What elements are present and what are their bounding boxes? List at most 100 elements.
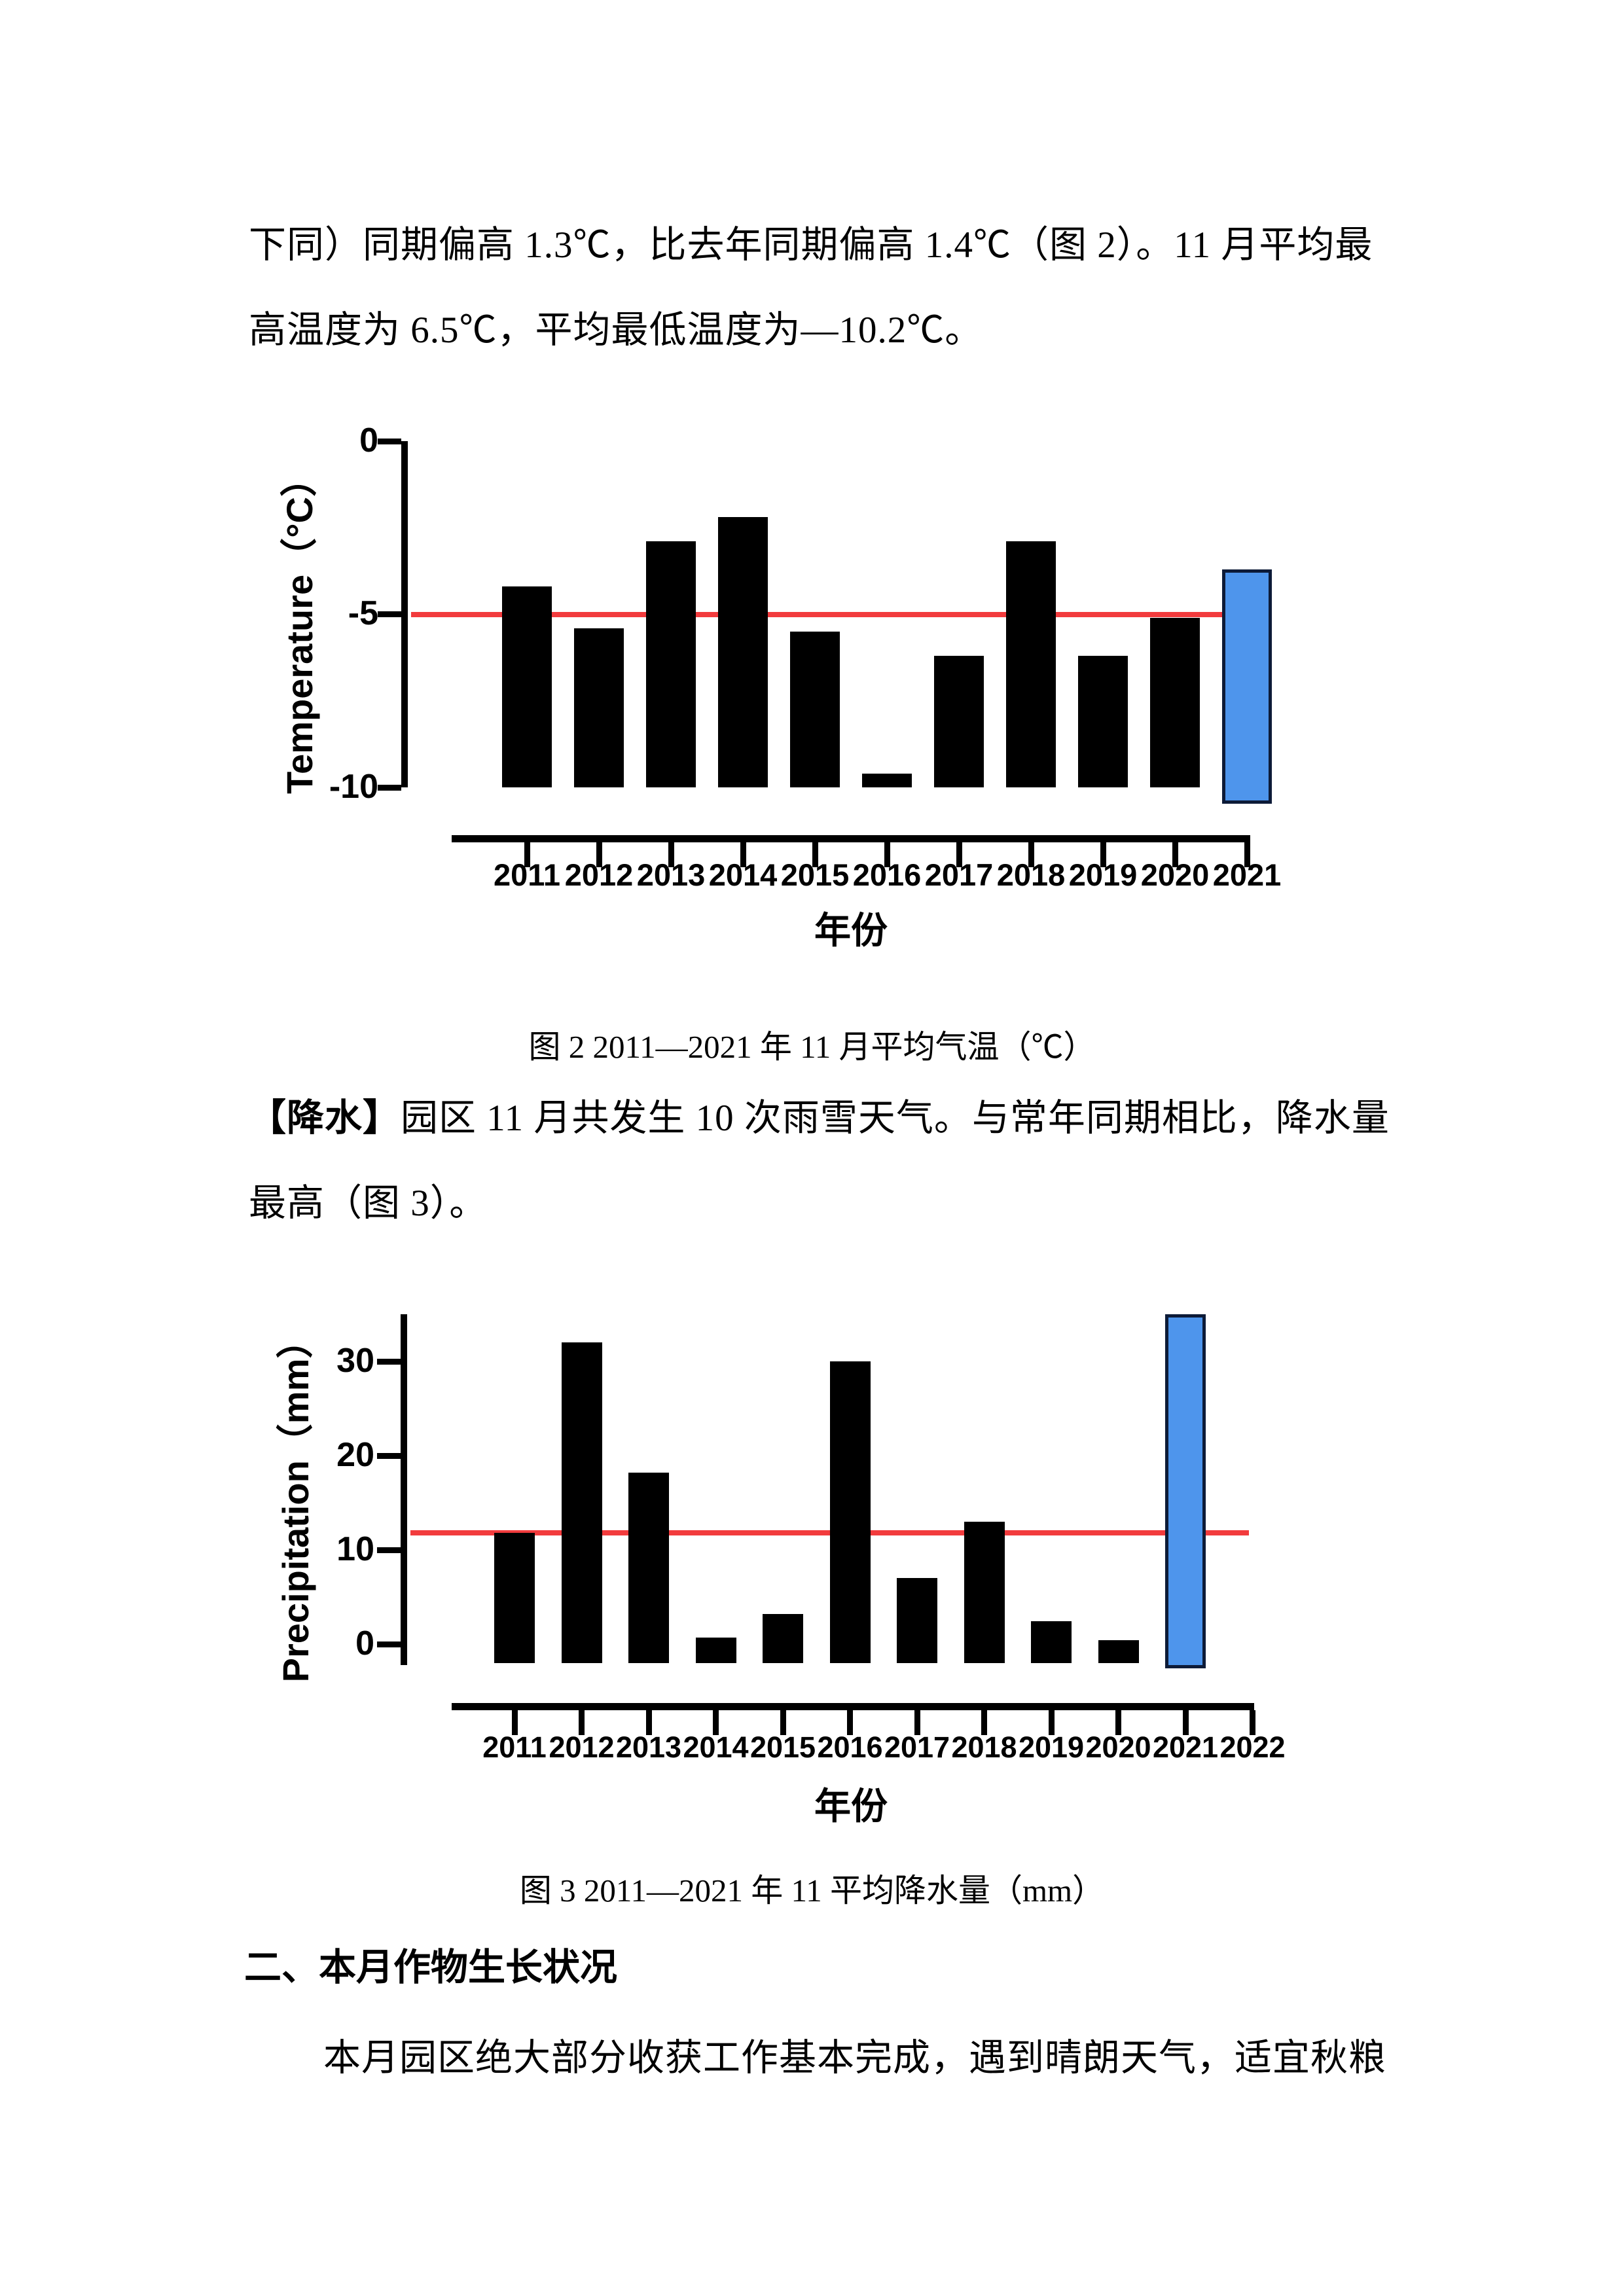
x-axis-line — [452, 835, 1250, 842]
bar-2017 — [934, 655, 984, 787]
figure2-caption: 图 2 2011—2021 年 11 月平均气温（℃） — [528, 1029, 1096, 1065]
bar-2016 — [862, 773, 912, 787]
x-tick-label-2013: 2013 — [615, 1730, 682, 1764]
x-tick-label-2014: 2014 — [683, 1730, 749, 1764]
bar-2017 — [897, 1578, 937, 1663]
x-tick-label-2020: 2020 — [1140, 857, 1210, 892]
y-tick — [378, 438, 401, 444]
x-tick — [812, 842, 818, 867]
x-tick — [1115, 1710, 1121, 1735]
y-tick-label: 20 — [336, 1435, 374, 1474]
x-tick — [780, 1710, 786, 1735]
x-tick-label-2012: 2012 — [564, 857, 634, 892]
bar-2013 — [646, 541, 696, 787]
bar-2015 — [763, 1613, 803, 1663]
section-heading: 二、本月作物生长状况 — [244, 1947, 617, 1988]
x-tick-label-2018: 2018 — [996, 857, 1066, 892]
y-axis-line — [401, 1314, 407, 1665]
y-tick-label: 30 — [336, 1341, 374, 1380]
x-tick-label-2018: 2018 — [951, 1730, 1017, 1764]
y-tick-label: 10 — [336, 1530, 374, 1568]
x-tick-label-2014: 2014 — [708, 857, 778, 892]
x-tick — [1048, 1710, 1055, 1735]
bar-2019 — [1078, 655, 1128, 787]
precipitation-label: 【降水】 — [249, 1098, 401, 1139]
bar-2014 — [718, 517, 768, 787]
y-axis-title: Temperature（°C） — [279, 460, 320, 794]
x-tick-label-2022: 2022 — [1219, 1730, 1286, 1764]
x-tick — [713, 1710, 719, 1735]
x-tick-label-2017: 2017 — [924, 857, 994, 892]
highlight-bar-2021 — [1165, 1314, 1206, 1668]
y-tick-label: 0 — [359, 421, 378, 459]
y-tick — [377, 1641, 401, 1647]
x-tick — [847, 1710, 853, 1735]
x-tick — [645, 1710, 652, 1735]
x-tick-label-2012: 2012 — [549, 1730, 615, 1764]
bar-2018 — [964, 1521, 1005, 1663]
x-tick — [914, 1710, 920, 1735]
x-tick — [668, 842, 674, 867]
x-tick — [1244, 842, 1250, 867]
bar-2013 — [628, 1472, 669, 1663]
bar-2018 — [1006, 541, 1056, 787]
x-axis-title: 年份 — [814, 910, 888, 952]
x-tick — [1028, 842, 1034, 867]
x-tick — [740, 842, 746, 867]
paragraph2-line1-rest: 园区 11 月共发生 10 次雨雪天气。与常年同期相比，降水量 — [401, 1098, 1390, 1139]
x-tick-label-2019: 2019 — [1068, 857, 1138, 892]
x-tick — [884, 842, 890, 867]
y-tick — [378, 784, 401, 791]
paragraph2-line2: 最高（图 3）。 — [249, 1183, 488, 1224]
y-tick — [377, 1452, 401, 1459]
x-tick-label-2017: 2017 — [884, 1730, 950, 1764]
bar-2016 — [829, 1361, 871, 1663]
x-tick-label-2015: 2015 — [749, 1730, 816, 1764]
x-axis-title: 年份 — [814, 1785, 888, 1827]
bar-2020 — [1150, 617, 1200, 787]
reference-line — [411, 611, 1244, 617]
x-tick — [1250, 1710, 1255, 1735]
y-tick — [377, 1547, 401, 1553]
x-tick-label-2016: 2016 — [817, 1730, 883, 1764]
x-axis-line — [452, 1703, 1254, 1710]
x-tick-label-2013: 2013 — [636, 857, 706, 892]
x-tick — [1182, 1710, 1189, 1735]
x-tick-label-2011: 2011 — [482, 1730, 547, 1764]
y-tick-label: -10 — [329, 767, 378, 806]
x-tick — [1172, 842, 1178, 867]
figure3-caption: 图 3 2011—2021 年 11 平均降水量（mm） — [519, 1873, 1105, 1909]
x-tick-label-2019: 2019 — [1018, 1730, 1085, 1764]
x-tick-label-2016: 2016 — [852, 857, 922, 892]
x-tick — [511, 1710, 518, 1735]
paragraph1-line2: 高温度为 6.5℃，平均最低温度为—10.2℃。 — [249, 310, 983, 351]
bar-2014 — [695, 1637, 736, 1663]
paragraph3-line1: 本月园区绝大部分收获工作基本完成，遇到晴朗天气，适宜秋粮 — [323, 2037, 1386, 2079]
bar-2011 — [494, 1533, 535, 1663]
bar-2012 — [574, 628, 624, 787]
x-tick-label-2015: 2015 — [780, 857, 850, 892]
paragraph2-line1: 【降水】园区 11 月共发生 10 次雨雪天气。与常年同期相比，降水量 — [249, 1094, 1390, 1143]
y-axis-line — [401, 441, 408, 787]
y-tick-label: -5 — [348, 594, 378, 633]
x-tick-label-2011: 2011 — [494, 857, 560, 892]
y-tick — [378, 611, 401, 617]
bar-2019 — [1031, 1621, 1072, 1663]
x-tick — [981, 1710, 987, 1735]
y-axis-title: Precipitation（mm） — [275, 1321, 316, 1683]
highlight-bar-2021 — [1222, 569, 1272, 804]
x-tick — [524, 842, 530, 867]
y-tick — [377, 1358, 401, 1365]
bar-2012 — [561, 1342, 602, 1663]
paragraph1-line1: 下同）同期偏高 1.3℃，比去年同期偏高 1.4℃（图 2）。11 月平均最 — [249, 224, 1373, 266]
x-tick — [579, 1710, 585, 1735]
x-tick — [1100, 842, 1106, 867]
x-tick-label-2020: 2020 — [1085, 1730, 1151, 1764]
x-tick-label-2021: 2021 — [1212, 857, 1282, 892]
x-tick-label-2021: 2021 — [1152, 1730, 1219, 1764]
bar-2015 — [790, 631, 840, 787]
y-tick-label: 0 — [355, 1624, 374, 1662]
bar-2011 — [502, 586, 552, 787]
x-tick — [956, 842, 962, 867]
